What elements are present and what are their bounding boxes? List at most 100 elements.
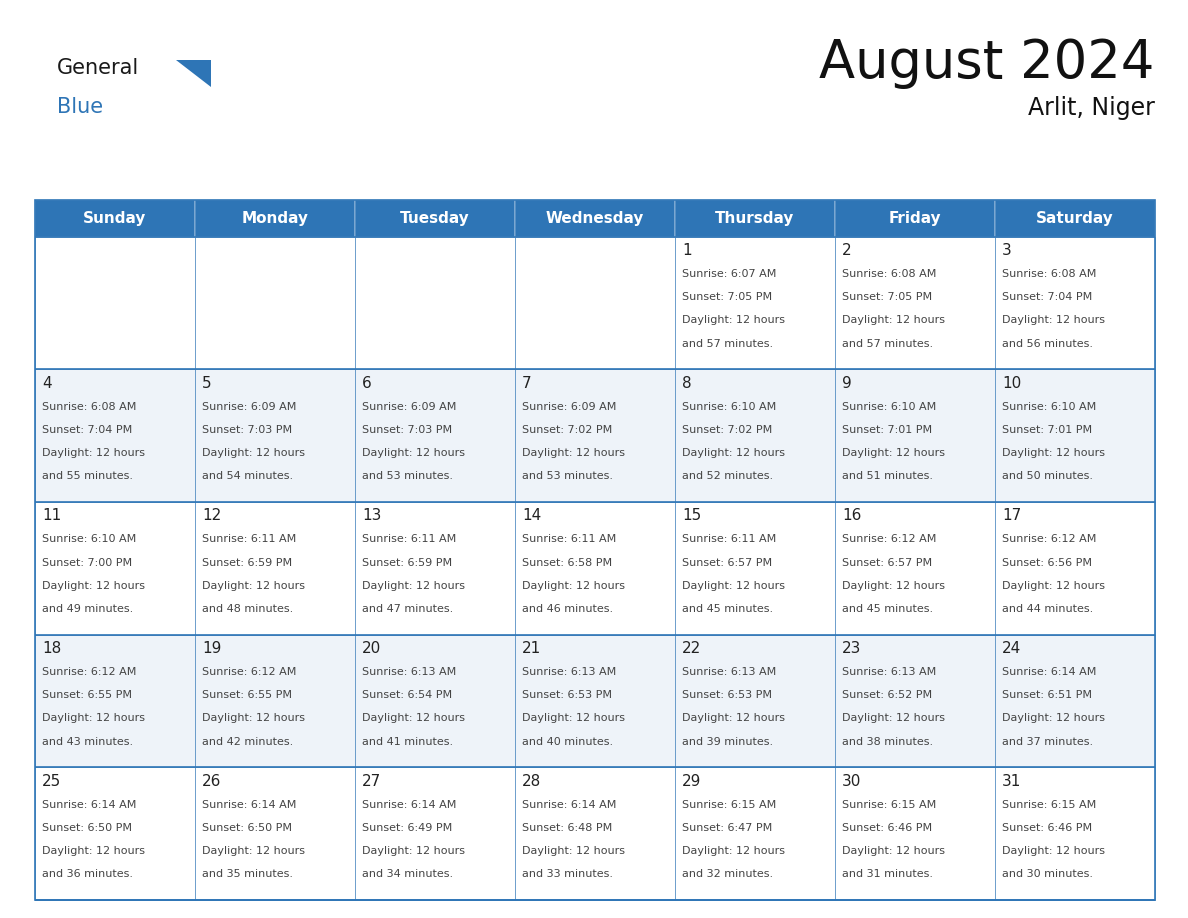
Text: Sunrise: 6:12 AM: Sunrise: 6:12 AM xyxy=(42,667,137,677)
Text: Sunrise: 6:09 AM: Sunrise: 6:09 AM xyxy=(202,402,297,411)
Text: and 42 minutes.: and 42 minutes. xyxy=(202,736,293,746)
Text: Sunset: 7:04 PM: Sunset: 7:04 PM xyxy=(42,425,132,435)
Bar xyxy=(675,237,835,369)
Bar xyxy=(34,369,195,502)
Bar xyxy=(195,237,355,369)
Bar xyxy=(355,767,516,900)
Text: Sunrise: 6:08 AM: Sunrise: 6:08 AM xyxy=(842,269,936,279)
Text: Sunset: 7:05 PM: Sunset: 7:05 PM xyxy=(842,292,933,302)
Text: Daylight: 12 hours: Daylight: 12 hours xyxy=(523,581,625,591)
Text: Sunset: 6:52 PM: Sunset: 6:52 PM xyxy=(842,690,933,700)
Text: Sunset: 6:53 PM: Sunset: 6:53 PM xyxy=(682,690,772,700)
Text: 19: 19 xyxy=(202,641,221,656)
Text: Sunset: 7:02 PM: Sunset: 7:02 PM xyxy=(523,425,612,435)
Bar xyxy=(516,369,675,502)
Bar xyxy=(835,200,996,237)
Text: Sunrise: 6:11 AM: Sunrise: 6:11 AM xyxy=(682,534,777,544)
Text: 26: 26 xyxy=(202,774,221,789)
Text: Sunrise: 6:14 AM: Sunrise: 6:14 AM xyxy=(202,800,297,810)
Text: Sunset: 7:01 PM: Sunset: 7:01 PM xyxy=(1003,425,1092,435)
Text: Sunset: 7:00 PM: Sunset: 7:00 PM xyxy=(42,557,132,567)
Text: 17: 17 xyxy=(1003,509,1022,523)
Bar xyxy=(996,502,1155,634)
Text: 20: 20 xyxy=(362,641,381,656)
Text: Daylight: 12 hours: Daylight: 12 hours xyxy=(362,448,466,458)
Text: Sunset: 7:02 PM: Sunset: 7:02 PM xyxy=(682,425,772,435)
Text: Sunday: Sunday xyxy=(83,211,146,226)
Bar xyxy=(195,369,355,502)
Text: August 2024: August 2024 xyxy=(820,37,1155,89)
Text: Sunrise: 6:14 AM: Sunrise: 6:14 AM xyxy=(523,800,617,810)
Text: 13: 13 xyxy=(362,509,381,523)
Text: Sunrise: 6:14 AM: Sunrise: 6:14 AM xyxy=(1003,667,1097,677)
Text: Sunrise: 6:12 AM: Sunrise: 6:12 AM xyxy=(1003,534,1097,544)
Text: and 53 minutes.: and 53 minutes. xyxy=(362,471,453,481)
Text: Sunset: 7:03 PM: Sunset: 7:03 PM xyxy=(362,425,453,435)
Text: Daylight: 12 hours: Daylight: 12 hours xyxy=(1003,316,1105,326)
Text: and 51 minutes.: and 51 minutes. xyxy=(842,471,933,481)
Text: Monday: Monday xyxy=(241,211,309,226)
Bar xyxy=(34,200,1155,900)
Text: 6: 6 xyxy=(362,375,372,391)
Text: Sunset: 6:55 PM: Sunset: 6:55 PM xyxy=(42,690,132,700)
Text: Daylight: 12 hours: Daylight: 12 hours xyxy=(842,581,946,591)
Text: Sunrise: 6:07 AM: Sunrise: 6:07 AM xyxy=(682,269,777,279)
Text: 18: 18 xyxy=(42,641,62,656)
Text: Sunrise: 6:12 AM: Sunrise: 6:12 AM xyxy=(842,534,936,544)
Text: Daylight: 12 hours: Daylight: 12 hours xyxy=(523,713,625,723)
Bar xyxy=(516,767,675,900)
Text: Sunrise: 6:08 AM: Sunrise: 6:08 AM xyxy=(42,402,137,411)
Text: and 49 minutes.: and 49 minutes. xyxy=(42,604,133,614)
Text: and 33 minutes.: and 33 minutes. xyxy=(523,869,613,879)
Text: Sunrise: 6:13 AM: Sunrise: 6:13 AM xyxy=(842,667,936,677)
Text: and 31 minutes.: and 31 minutes. xyxy=(842,869,933,879)
Text: Daylight: 12 hours: Daylight: 12 hours xyxy=(42,846,145,856)
Text: Sunset: 6:49 PM: Sunset: 6:49 PM xyxy=(362,823,453,833)
Text: Blue: Blue xyxy=(57,96,103,117)
Text: Daylight: 12 hours: Daylight: 12 hours xyxy=(842,316,946,326)
Text: Sunset: 6:53 PM: Sunset: 6:53 PM xyxy=(523,690,612,700)
Text: 22: 22 xyxy=(682,641,701,656)
Text: Sunrise: 6:09 AM: Sunrise: 6:09 AM xyxy=(523,402,617,411)
Text: and 48 minutes.: and 48 minutes. xyxy=(202,604,293,614)
Text: Sunset: 7:04 PM: Sunset: 7:04 PM xyxy=(1003,292,1093,302)
Bar xyxy=(34,767,195,900)
Bar xyxy=(675,634,835,767)
Text: and 36 minutes.: and 36 minutes. xyxy=(42,869,133,879)
Text: Daylight: 12 hours: Daylight: 12 hours xyxy=(682,316,785,326)
Bar xyxy=(835,767,996,900)
Text: Sunrise: 6:15 AM: Sunrise: 6:15 AM xyxy=(1003,800,1097,810)
Text: Daylight: 12 hours: Daylight: 12 hours xyxy=(42,581,145,591)
Text: 24: 24 xyxy=(1003,641,1022,656)
Text: Sunset: 6:55 PM: Sunset: 6:55 PM xyxy=(202,690,292,700)
Text: Sunrise: 6:15 AM: Sunrise: 6:15 AM xyxy=(842,800,936,810)
Bar xyxy=(835,634,996,767)
Bar xyxy=(195,634,355,767)
Text: Sunset: 6:46 PM: Sunset: 6:46 PM xyxy=(1003,823,1092,833)
Text: Sunset: 6:48 PM: Sunset: 6:48 PM xyxy=(523,823,612,833)
Text: Sunrise: 6:10 AM: Sunrise: 6:10 AM xyxy=(1003,402,1097,411)
Text: 14: 14 xyxy=(523,509,542,523)
Text: and 45 minutes.: and 45 minutes. xyxy=(682,604,773,614)
Text: and 45 minutes.: and 45 minutes. xyxy=(842,604,934,614)
Bar xyxy=(355,369,516,502)
Text: Sunrise: 6:09 AM: Sunrise: 6:09 AM xyxy=(362,402,456,411)
Bar xyxy=(996,369,1155,502)
Text: Daylight: 12 hours: Daylight: 12 hours xyxy=(1003,713,1105,723)
Text: Sunrise: 6:12 AM: Sunrise: 6:12 AM xyxy=(202,667,297,677)
Text: Daylight: 12 hours: Daylight: 12 hours xyxy=(1003,448,1105,458)
Text: Daylight: 12 hours: Daylight: 12 hours xyxy=(362,846,466,856)
Bar xyxy=(675,767,835,900)
Bar xyxy=(996,237,1155,369)
Text: and 35 minutes.: and 35 minutes. xyxy=(202,869,293,879)
Text: Sunrise: 6:10 AM: Sunrise: 6:10 AM xyxy=(682,402,777,411)
Text: 1: 1 xyxy=(682,243,691,258)
Text: Daylight: 12 hours: Daylight: 12 hours xyxy=(682,713,785,723)
Text: Sunrise: 6:08 AM: Sunrise: 6:08 AM xyxy=(1003,269,1097,279)
Text: Daylight: 12 hours: Daylight: 12 hours xyxy=(842,846,946,856)
Text: and 46 minutes.: and 46 minutes. xyxy=(523,604,613,614)
Text: Daylight: 12 hours: Daylight: 12 hours xyxy=(682,448,785,458)
Bar xyxy=(355,634,516,767)
Bar xyxy=(675,502,835,634)
Text: and 38 minutes.: and 38 minutes. xyxy=(842,736,934,746)
